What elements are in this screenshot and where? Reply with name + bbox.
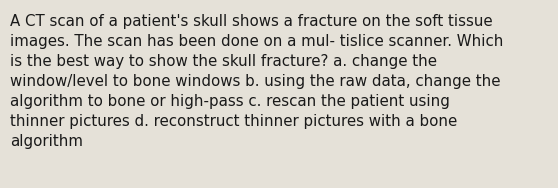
Text: A CT scan of a patient's skull shows a fracture on the soft tissue
images. The s: A CT scan of a patient's skull shows a f… — [10, 14, 503, 149]
